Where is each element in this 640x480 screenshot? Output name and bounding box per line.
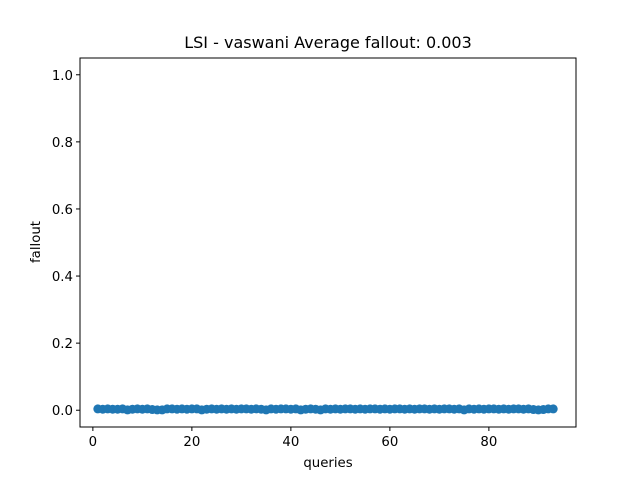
axes-frame xyxy=(79,57,577,428)
data-point xyxy=(548,404,558,414)
y-tick-label: 1.0 xyxy=(52,69,73,84)
x-axis-label: queries xyxy=(303,456,352,471)
x-tick-label: 40 xyxy=(282,435,299,450)
x-tick-label: 0 xyxy=(89,435,97,450)
y-tick-label: 0.4 xyxy=(52,270,73,285)
x-tick-label: 20 xyxy=(183,435,200,450)
y-tick-label: 0.2 xyxy=(52,337,73,352)
x-tick-label: 60 xyxy=(381,435,398,450)
y-tick-label: 0.8 xyxy=(52,136,73,151)
chart-title: LSI - vaswani Average fallout: 0.003 xyxy=(184,33,472,52)
y-tick-label: 0.0 xyxy=(52,404,73,419)
x-axis: 0 20 40 60 80 xyxy=(89,427,497,450)
y-tick-label: 0.6 xyxy=(52,203,73,218)
plot-area xyxy=(93,404,558,415)
y-axis: 0.0 0.2 0.4 0.6 0.8 1.0 xyxy=(52,69,80,419)
x-tick-label: 80 xyxy=(480,435,497,450)
y-axis-label: fallout xyxy=(29,221,44,263)
